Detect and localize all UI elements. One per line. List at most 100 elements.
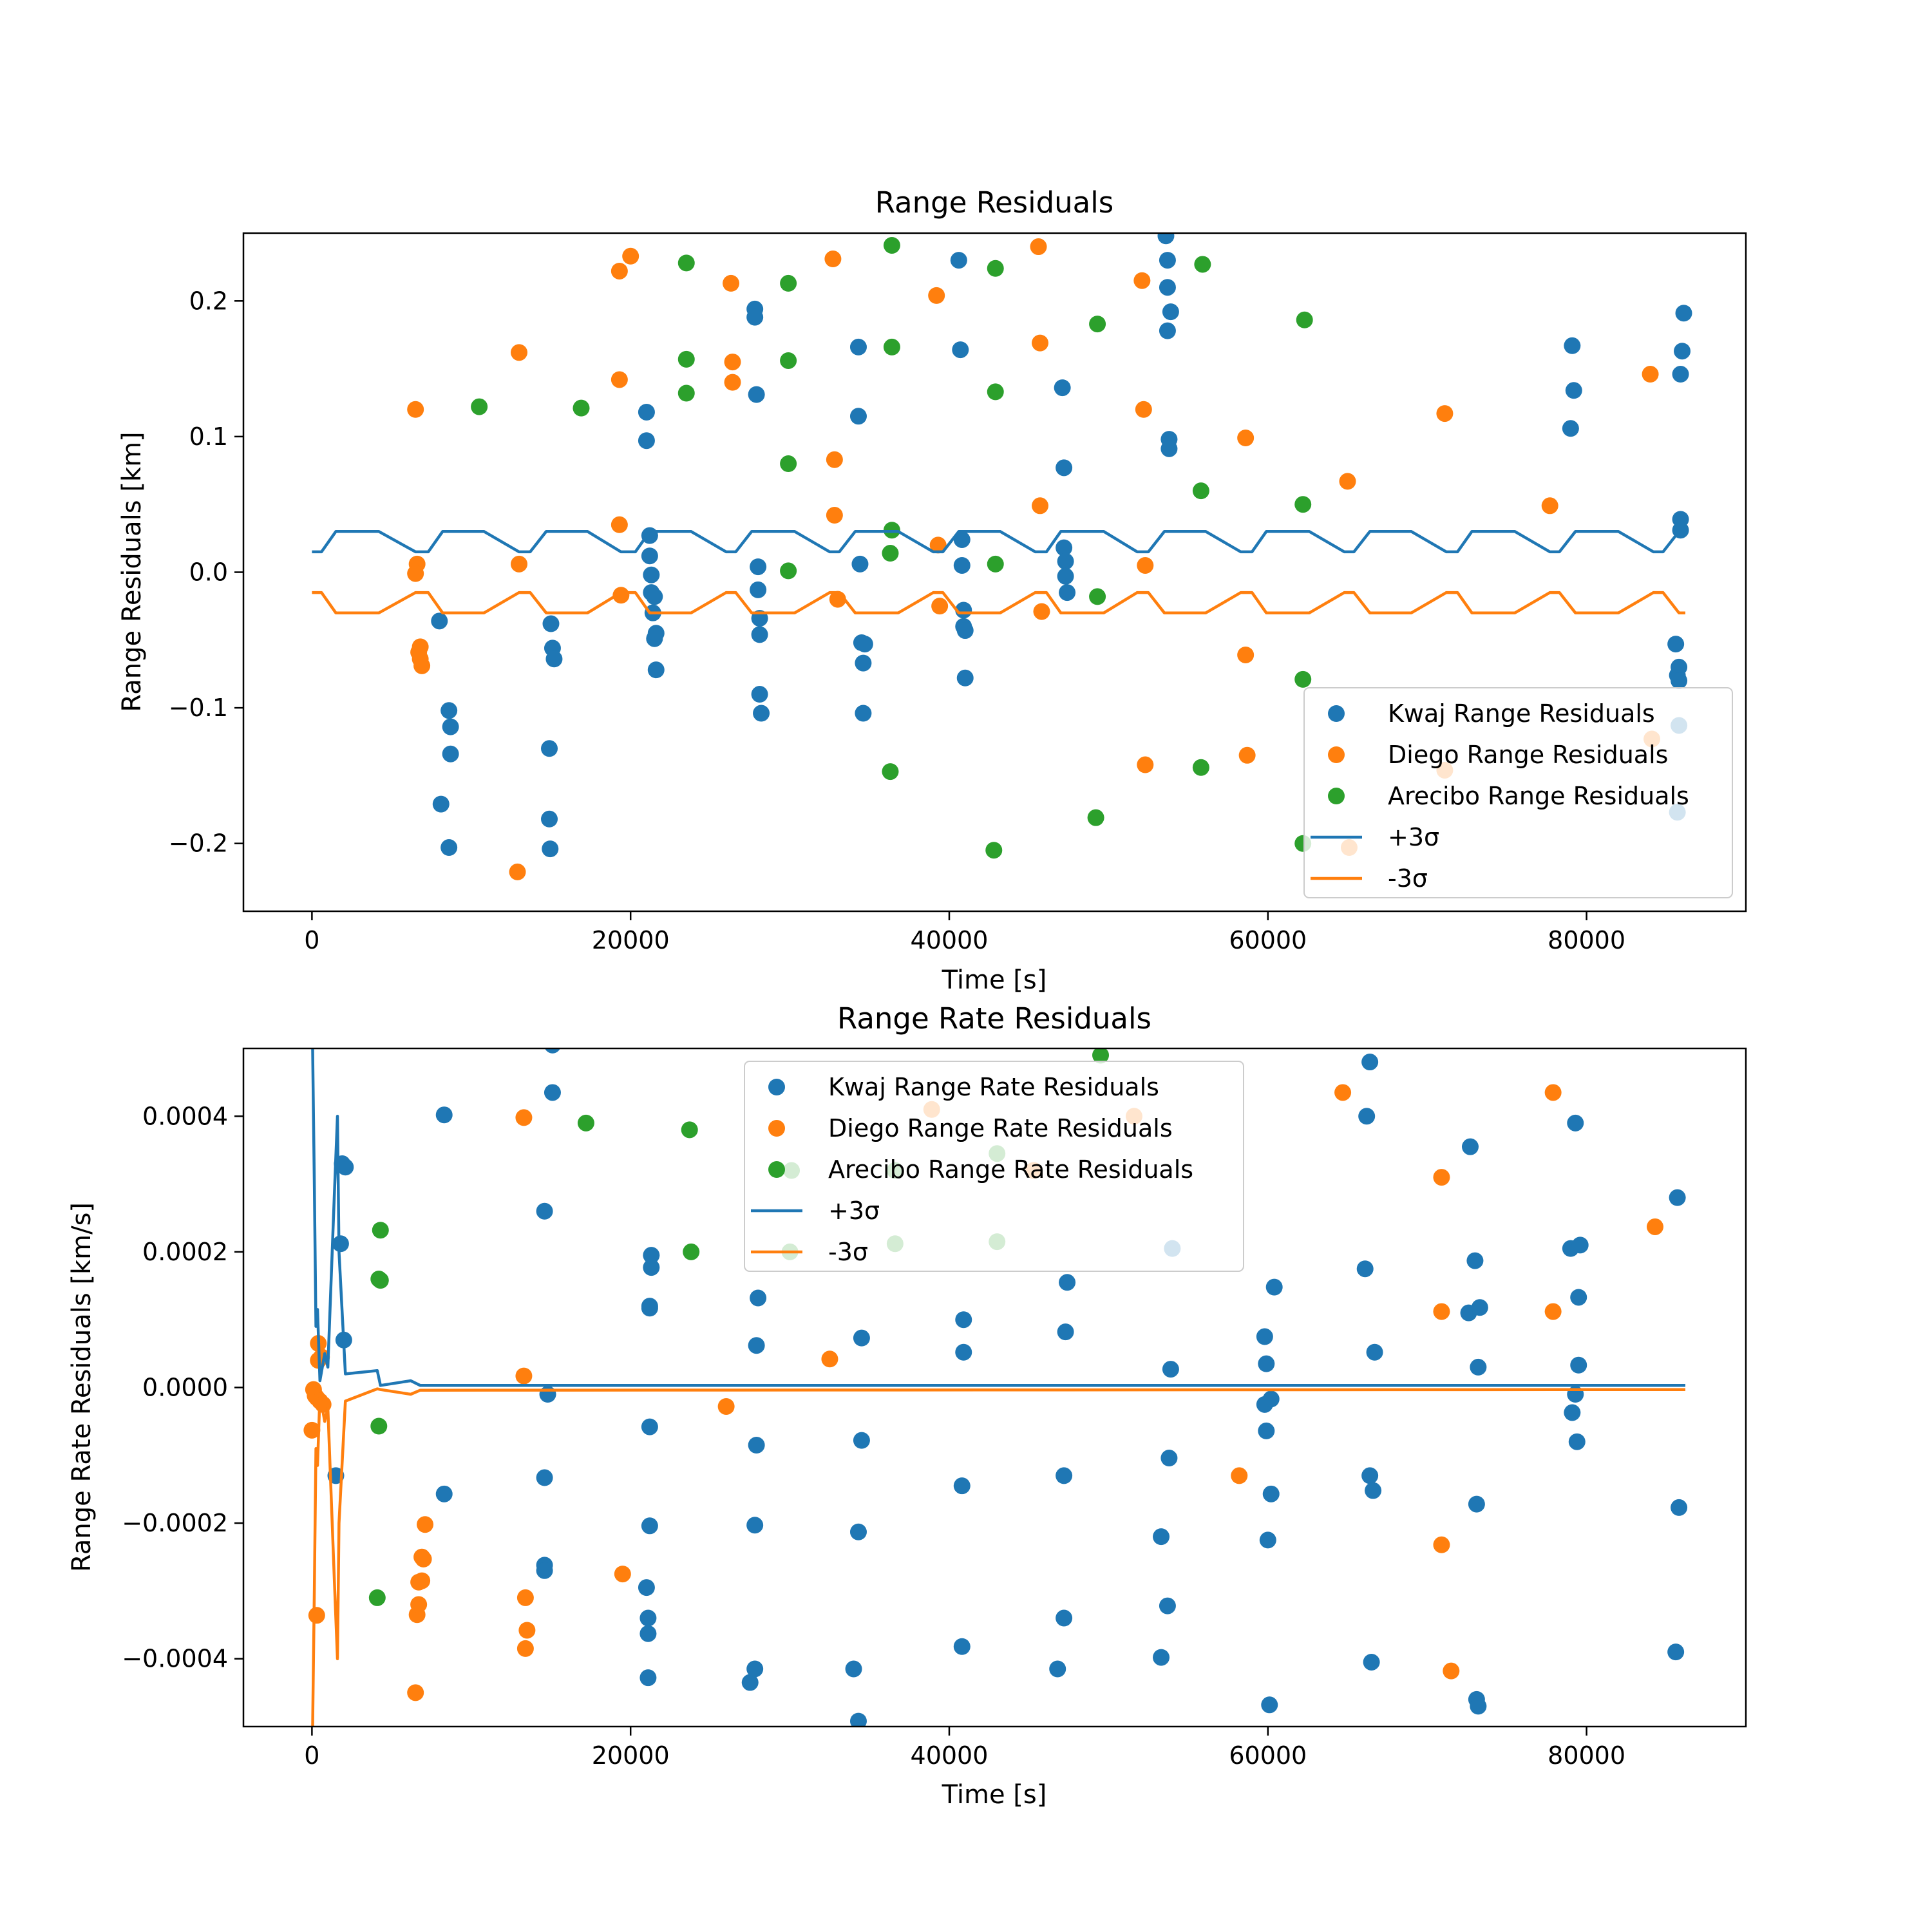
data-point [1466, 1252, 1484, 1269]
data-point [1361, 1467, 1379, 1484]
data-point [1671, 1499, 1688, 1516]
data-point [856, 636, 873, 653]
data-point [1231, 1467, 1248, 1484]
legend-label: +3σ [828, 1197, 880, 1225]
data-point [641, 1300, 658, 1317]
data-point [987, 383, 1004, 401]
data-point [750, 558, 767, 576]
data-point [539, 1386, 556, 1403]
data-point [1162, 1361, 1179, 1378]
data-point [541, 740, 558, 757]
sigma-line-4 [311, 1387, 1686, 1727]
data-point [717, 1397, 735, 1415]
range-rate-residuals-chart: Range Rate Residuals Time [s] Range Rate… [67, 1001, 1747, 1810]
data-point [638, 1579, 655, 1596]
data-point [1087, 809, 1104, 826]
data-point [1135, 401, 1152, 418]
data-point [1334, 1084, 1352, 1101]
data-point [544, 1084, 561, 1101]
data-point [928, 287, 945, 304]
data-point [1089, 316, 1106, 333]
data-point [646, 588, 663, 605]
data-point [826, 507, 843, 524]
data-point [542, 615, 560, 632]
data-point [639, 1609, 657, 1627]
legend-label: Arecibo Range Residuals [1388, 782, 1689, 810]
data-point [883, 338, 900, 355]
data-point [677, 350, 695, 368]
y-tick-label: −0.2 [169, 829, 228, 858]
data-point [853, 1432, 870, 1449]
legend-label: +3σ [1388, 823, 1439, 851]
data-point [1056, 539, 1073, 556]
data-point [950, 252, 967, 269]
data-point [1674, 343, 1691, 360]
data-point [1160, 1450, 1178, 1467]
data-point [515, 1367, 533, 1385]
axis-ticks: 0 20000 40000 60000 80000 −0.0004 −0.0002 0.000… [122, 1102, 1625, 1770]
data-point [845, 1660, 862, 1678]
data-point [780, 352, 797, 369]
data-point [1365, 1482, 1382, 1499]
data-point [440, 839, 458, 857]
data-point [1294, 496, 1312, 513]
data-point [750, 1289, 767, 1307]
data-point [435, 1485, 453, 1502]
range-residuals-chart: Range Residuals Time [s] Range Residuals… [117, 185, 1747, 995]
data-point [952, 341, 969, 359]
data-point [1363, 1653, 1380, 1671]
data-point [1033, 603, 1050, 620]
data-point [1159, 322, 1176, 339]
data-point [821, 1350, 838, 1368]
data-point [987, 260, 1004, 277]
data-point [1162, 303, 1179, 321]
x-tick-label: 40000 [911, 1741, 989, 1770]
data-point [1261, 1696, 1278, 1714]
data-point [415, 1550, 432, 1567]
data-point [545, 650, 563, 668]
data-point [308, 1607, 325, 1624]
data-point [638, 432, 655, 450]
data-point [639, 1669, 657, 1687]
sigma-line-3 [312, 530, 1685, 554]
data-point [410, 1596, 428, 1613]
data-point [1294, 670, 1312, 688]
legend-label: Arecibo Range Rate Residuals [828, 1155, 1193, 1184]
plot-area [312, 233, 1692, 880]
data-point [643, 566, 660, 583]
data-point [1470, 1358, 1487, 1376]
legend-marker [768, 1120, 785, 1137]
data-point [1571, 1236, 1589, 1254]
legend: Kwaj Range Residuals Diego Range Residual… [1303, 687, 1733, 898]
data-point [1137, 756, 1154, 773]
data-point [746, 308, 764, 326]
data-point [1361, 1054, 1379, 1071]
x-tick-label: 40000 [911, 926, 989, 954]
data-point [1567, 1114, 1584, 1132]
x-tick-label: 60000 [1229, 1741, 1307, 1770]
data-point [1159, 1597, 1176, 1615]
data-point [1433, 1303, 1450, 1320]
data-point [643, 1247, 660, 1264]
legend-marker [1328, 705, 1345, 722]
series-0 [327, 1048, 1688, 1727]
data-point [1568, 1433, 1586, 1450]
data-point [1433, 1169, 1450, 1186]
x-tick-label: 0 [304, 926, 319, 954]
data-point [1570, 1289, 1587, 1306]
data-point [1642, 366, 1659, 383]
data-point [1667, 1643, 1685, 1661]
data-point [1564, 337, 1581, 354]
y-tick-label: 0.0002 [142, 1238, 228, 1266]
data-point [536, 1562, 553, 1579]
data-point [751, 626, 768, 643]
data-point [518, 1622, 536, 1639]
data-point [413, 1572, 431, 1589]
data-point [1669, 1189, 1686, 1206]
data-point [542, 840, 559, 858]
data-point [955, 1311, 972, 1329]
data-point [511, 555, 528, 573]
data-point [407, 1684, 424, 1701]
data-point [883, 236, 900, 254]
